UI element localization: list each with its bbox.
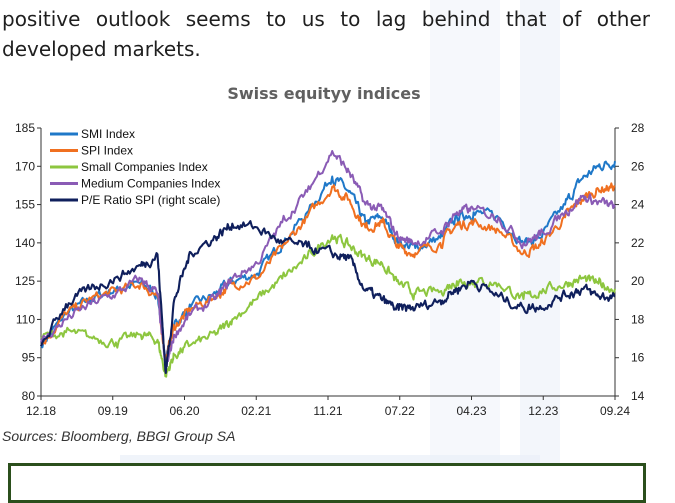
- series-line-2: [40, 233, 616, 378]
- y-tick-label-right: 18: [631, 312, 645, 326]
- x-tick-label: 06.20: [169, 404, 199, 418]
- y-tick-label-right: 14: [631, 389, 645, 403]
- line-chart: 80 95 110 125 140 155 170 185 14 16 18 20 22 24 26 28 12…: [15, 121, 645, 418]
- y-tick-label-left: 140: [15, 236, 35, 250]
- y-tick-label-right: 26: [631, 159, 645, 173]
- legend-label-0: SMI Index: [81, 127, 135, 141]
- chart-legend: SMI Index SPI Index Small Companies Index M…: [50, 127, 220, 207]
- series-line-1: [40, 182, 616, 362]
- x-tick-label: 12.23: [528, 404, 558, 418]
- y-tick-label-right: 16: [631, 351, 645, 365]
- legend-label-4: P/E Ratio SPI (right scale): [81, 193, 220, 207]
- legend-label-3: Medium Companies Index: [81, 177, 220, 191]
- chart-title: Swiss equityy indices: [227, 84, 421, 103]
- y-tick-label-left: 125: [15, 274, 35, 288]
- x-tick-label: 07.22: [385, 404, 415, 418]
- x-tick-label: 12.18: [26, 404, 56, 418]
- footer-box: [8, 463, 646, 503]
- chart-series: [40, 150, 616, 378]
- y-tick-label-left: 185: [15, 121, 35, 135]
- series-line-0: [40, 160, 616, 360]
- y-tick-label-right: 20: [631, 274, 645, 288]
- series-line-4: [40, 220, 616, 375]
- y-tick-label-left: 95: [22, 351, 36, 365]
- y-tick-label-right: 22: [631, 236, 645, 250]
- legend-label-1: SPI Index: [81, 144, 133, 158]
- x-tick-label: 02.21: [241, 404, 271, 418]
- chart-axes: 80 95 110 125 140 155 170 185 14 16 18 20 22 24 26 28 12…: [15, 121, 645, 418]
- y-tick-label-left: 80: [22, 389, 36, 403]
- intro-paragraph: positive outlook seems to us to lag behi…: [2, 7, 650, 61]
- x-tick-label: 09.19: [98, 404, 128, 418]
- y-tick-label-left: 170: [15, 159, 35, 173]
- x-tick-label: 09.24: [600, 404, 630, 418]
- x-tick-label: 11.21: [313, 404, 342, 418]
- y-tick-label-left: 110: [16, 312, 35, 326]
- series-line-3: [40, 150, 616, 372]
- y-tick-label-right: 24: [631, 198, 645, 212]
- y-tick-label-left: 155: [15, 198, 35, 212]
- source-note: Sources: Bloomberg, BBGI Group SA: [2, 428, 236, 444]
- x-tick-label: 04.23: [456, 404, 486, 418]
- y-tick-label-right: 28: [631, 121, 645, 135]
- legend-label-2: Small Companies Index: [81, 160, 208, 174]
